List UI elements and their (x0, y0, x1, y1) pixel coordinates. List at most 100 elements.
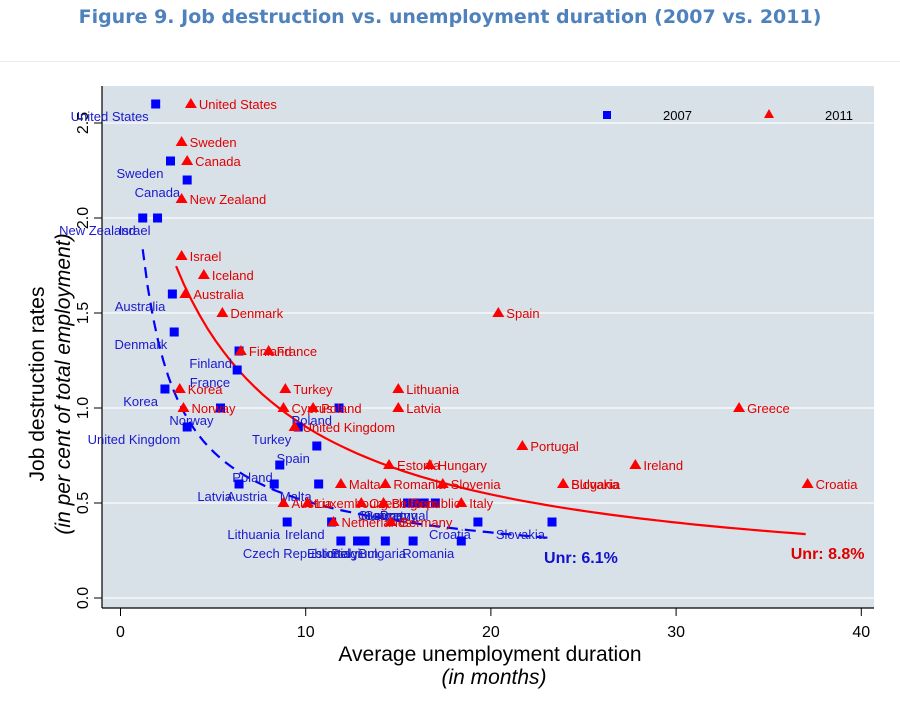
data-point-2011 (179, 288, 192, 298)
point-label-2011: Sweden (190, 135, 237, 150)
point-label-2011: Belgium (391, 496, 438, 511)
data-point-2011 (279, 383, 292, 393)
data-point-2011 (173, 383, 186, 393)
data-point-2011 (384, 516, 397, 526)
point-label-2011: Turkey (293, 382, 333, 397)
point-label-2007: Slovakia (496, 527, 546, 542)
data-point-2011 (288, 421, 301, 431)
data-point-2011 (379, 478, 392, 488)
data-point-2007 (380, 536, 390, 546)
point-label-2011: Slovenia (451, 477, 502, 492)
point-label-2011: United States (199, 97, 278, 112)
data-point-2011 (181, 155, 194, 165)
figure-title: Figure 9. Job destruction vs. unemployme… (78, 6, 822, 28)
data-point-2007 (216, 403, 226, 413)
y-tick-label: 0.5 (75, 492, 92, 514)
point-label-2007: Denmark (114, 337, 167, 352)
point-label-2011: Germany (399, 515, 453, 530)
data-point-2011 (327, 516, 340, 526)
data-point-2007 (182, 422, 192, 432)
data-point-2011 (557, 478, 570, 488)
data-point-2011 (307, 402, 320, 412)
data-point-2007 (269, 479, 279, 489)
point-label-2007: United States (71, 109, 150, 124)
point-label-2011: Greece (747, 401, 790, 416)
data-point-2011 (455, 497, 468, 507)
legend-marker-2011 (764, 109, 774, 118)
x-axis-label: Average unemployment duration (338, 643, 641, 666)
x-tick-label: 40 (852, 624, 870, 641)
point-label-2011: Poland (321, 401, 361, 416)
data-point-2011 (277, 497, 290, 507)
data-point-2011 (733, 402, 746, 412)
point-label-2007: United Kingdom (88, 432, 181, 447)
point-label-2011: Latvia (406, 401, 441, 416)
point-label-2011: Iceland (212, 268, 254, 283)
point-label-2011: Spain (506, 306, 539, 321)
fit-label-2011: Unr: 8.8% (791, 546, 865, 563)
data-point-2011 (177, 402, 190, 412)
data-point-2011 (392, 383, 405, 393)
y-tick-label: 1.5 (75, 302, 92, 324)
data-point-2007 (360, 536, 370, 546)
data-point-2007 (234, 479, 244, 489)
data-point-2011 (334, 478, 347, 488)
fit-line-2007 (141, 249, 553, 540)
data-point-2011 (801, 478, 814, 488)
point-label-2007: Korea (123, 394, 158, 409)
data-point-2011 (392, 402, 405, 412)
data-point-2007 (412, 498, 422, 508)
x-tick-label: 0 (116, 624, 125, 641)
point-label-2007: Czech Republic (243, 546, 335, 561)
y-tick-label: 2.0 (75, 207, 92, 229)
point-label-2011: France (277, 344, 317, 359)
point-label-2011: Korea (188, 382, 223, 397)
data-point-2011 (436, 478, 449, 488)
data-point-2007 (293, 422, 303, 432)
data-point-2007 (353, 536, 363, 546)
point-label-2007: Sweden (117, 166, 164, 181)
data-point-2007 (282, 517, 292, 527)
point-label-2011: Netherlands (341, 515, 412, 530)
data-point-2011 (516, 440, 529, 450)
data-point-2011 (423, 459, 436, 469)
point-label-2007: Germany (364, 508, 418, 523)
data-point-2011 (262, 345, 275, 355)
point-label-2011: Ireland (643, 458, 683, 473)
point-label-2011: Italy (469, 496, 493, 511)
data-point-2011 (377, 497, 390, 507)
point-label-2007: Australia (115, 299, 166, 314)
point-label-2011: New Zealand (190, 192, 267, 207)
data-point-2007 (334, 403, 344, 413)
x-tick-label: 10 (297, 624, 315, 641)
data-point-2007 (473, 517, 483, 527)
y-tick-label: 2.5 (75, 112, 92, 134)
point-label-2011: Malta (349, 477, 382, 492)
data-point-2011 (383, 459, 396, 469)
point-label-2007: Austria (227, 489, 268, 504)
point-label-2007: Finland (189, 356, 232, 371)
data-point-2011 (216, 307, 229, 317)
x-tick-label: 30 (667, 624, 685, 641)
point-label-2011: Hungary (438, 458, 488, 473)
data-point-2007 (275, 460, 285, 470)
data-point-2011 (277, 402, 290, 412)
point-label-2007: Malta (280, 489, 313, 504)
data-point-2011 (184, 98, 197, 108)
data-point-2007 (403, 498, 413, 508)
point-label-2011: Norway (191, 401, 236, 416)
data-point-2007 (312, 441, 322, 451)
data-point-2007 (153, 213, 163, 223)
data-point-2007 (336, 536, 346, 546)
legend-marker-2007 (603, 111, 611, 119)
point-label-2007: Canada (135, 185, 181, 200)
point-label-2011: Portugal (530, 439, 579, 454)
x-tick-label: 20 (482, 624, 500, 641)
point-label-2007: Belgium (331, 546, 378, 561)
data-point-2007 (430, 498, 440, 508)
point-label-2007: Bulgaria (358, 546, 406, 561)
data-point-2007 (408, 536, 418, 546)
point-label-2011: Czech Republic (369, 496, 461, 511)
x-axis-sublabel: (in months) (441, 666, 546, 689)
